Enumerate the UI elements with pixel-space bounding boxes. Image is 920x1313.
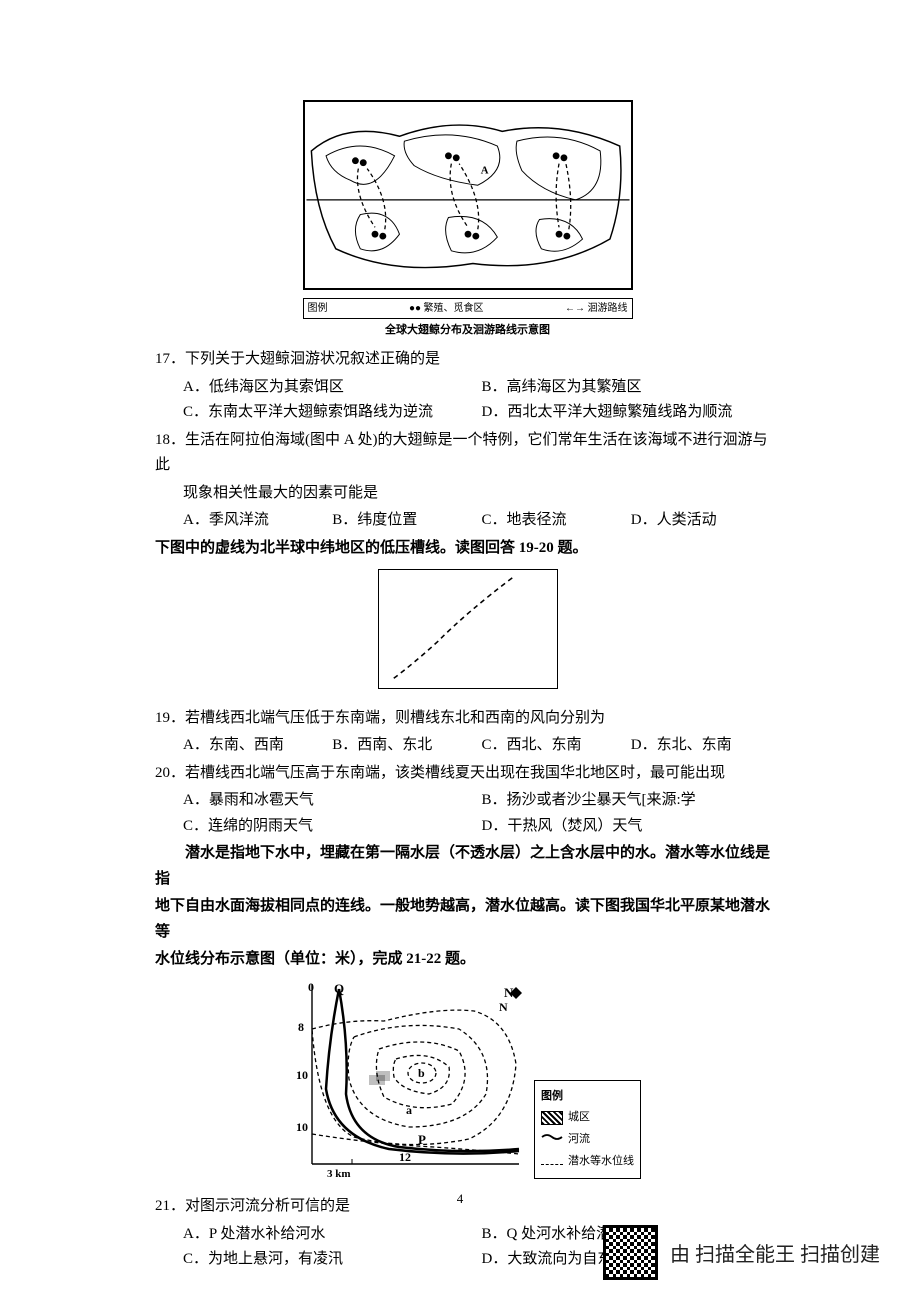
q17-options-row1: A．低纬海区为其索饵区 B．高纬海区为其繁殖区 xyxy=(155,375,780,401)
q17: 17．下列关于大翅鲸洄游状况叙述正确的是 xyxy=(155,347,780,373)
svg-text:10: 10 xyxy=(296,1068,308,1082)
svg-text:3 km: 3 km xyxy=(327,1168,351,1179)
q17-optB: B．高纬海区为其繁殖区 xyxy=(482,375,781,401)
legend-item-route: ←→ 洄游路线 xyxy=(565,300,628,317)
world-map-figure: A 图例 ●● 繁殖、觅食区 ←→ 洄游路线 全球大翅鲸分布及洄游路线示意图 xyxy=(155,100,780,339)
q18-optB: B．纬度位置 xyxy=(332,508,481,534)
svg-text:10: 10 xyxy=(296,1120,308,1134)
contour-line-icon xyxy=(541,1164,563,1165)
q18-stem1: 生活在阿拉伯海域(图中 A 处)的大翅鲸是一个特例，它们常年生活在该海域不进行洄… xyxy=(155,432,768,474)
q19-options: A．东南、西南 B．西南、东北 C．西北、东南 D．东北、东南 xyxy=(155,733,780,759)
q20-optD: D．干热风（焚风）天气 xyxy=(482,814,781,840)
q18-stem2: 现象相关性最大的因素可能是 xyxy=(155,481,780,507)
legend-city: 城区 xyxy=(568,1108,590,1128)
river-icon xyxy=(541,1130,563,1150)
q20-options-row2: C．连绵的阴雨天气 D．干热风（焚风）天气 xyxy=(155,814,780,840)
q18-optA: A．季风洋流 xyxy=(183,508,332,534)
world-map: A xyxy=(303,100,633,290)
page-number: 4 xyxy=(0,1191,920,1207)
q18-options: A．季风洋流 B．纬度位置 C．地表径流 D．人类活动 xyxy=(155,508,780,534)
map-caption: 全球大翅鲸分布及洄游路线示意图 xyxy=(155,321,780,340)
q18-optC: C．地表径流 xyxy=(482,508,631,534)
q17-options-row2: C．东南太平洋大翅鲸索饵路线为逆流 D．西北太平洋大翅鲸繁殖线路为顺流 xyxy=(155,400,780,426)
q17-optD: D．西北太平洋大翅鲸繁殖线路为顺流 xyxy=(482,400,781,426)
q17-optA: A．低纬海区为其索饵区 xyxy=(183,375,482,401)
footer-text: 由 扫描全能王 扫描创建 xyxy=(670,1238,880,1267)
q20-optB: B．扬沙或者沙尘暴天气[来源:学 xyxy=(482,788,781,814)
legend-title: 图例 xyxy=(541,1087,634,1107)
map-legend: 图例 ●● 繁殖、觅食区 ←→ 洄游路线 xyxy=(303,298,633,319)
q18-optD: D．人类活动 xyxy=(631,508,780,534)
q20-options-row1: A．暴雨和冰雹天气 B．扬沙或者沙尘暴天气[来源:学 xyxy=(155,788,780,814)
q19-optC: C．西北、东南 xyxy=(482,733,631,759)
svg-text:8: 8 xyxy=(298,1020,304,1034)
intro-21-l3: 水位线分布示意图（单位：米），完成 21-22 题。 xyxy=(155,947,780,973)
q19-num: 19． xyxy=(155,710,185,726)
q17-optC: C．东南太平洋大翅鲸索饵路线为逆流 xyxy=(183,400,482,426)
q18: 18．生活在阿拉伯海域(图中 A 处)的大翅鲸是一个特例，它们常年生活在该海域不… xyxy=(155,428,780,479)
footer: 由 扫描全能王 扫描创建 xyxy=(603,1225,880,1280)
intro-19-20: 下图中的虚线为北半球中纬地区的低压槽线。读图回答 19-20 题。 xyxy=(155,536,780,562)
svg-text:P: P xyxy=(418,1132,426,1147)
q21-optC: C．为地上悬河，有凌汛 xyxy=(183,1247,482,1273)
q20-stem: 若槽线西北端气压高于东南端，该类槽线夏天出现在我国华北地区时，最可能出现 xyxy=(185,765,725,781)
q18-num: 18． xyxy=(155,432,185,448)
city-icon xyxy=(541,1111,563,1125)
contour-figure: 0 3 km Q N P a xyxy=(155,979,780,1189)
intro-21-l1: 潜水是指地下水中，埋藏在第一隔水层（不透水层）之上含水层中的水。潜水等水位线是指 xyxy=(155,841,780,892)
q19-optA: A．东南、西南 xyxy=(183,733,332,759)
q19: 19．若槽线西北端气压低于东南端，则槽线东北和西南的风向分别为 xyxy=(155,706,780,732)
legend-line: 潜水等水位线 xyxy=(568,1152,634,1172)
svg-text:A: A xyxy=(480,164,488,176)
q19-optD: D．东北、东南 xyxy=(631,733,780,759)
intro-21-l2: 地下自由水面海拔相同点的连线。一般地势越高，潜水位越高。读下图我国华北平原某地潜… xyxy=(155,894,780,945)
q20-num: 20． xyxy=(155,765,185,781)
legend-river: 河流 xyxy=(568,1130,590,1150)
qr-code-icon xyxy=(603,1225,658,1280)
svg-text:b: b xyxy=(418,1066,425,1080)
q17-num: 17． xyxy=(155,351,185,367)
q19-stem: 若槽线西北端气压低于东南端，则槽线东北和西南的风向分别为 xyxy=(185,710,605,726)
q20-optA: A．暴雨和冰雹天气 xyxy=(183,788,482,814)
svg-text:a: a xyxy=(406,1103,412,1117)
svg-text:0: 0 xyxy=(308,980,314,994)
legend-item-breeding: ●● 繁殖、觅食区 xyxy=(409,300,484,317)
svg-text:Q: Q xyxy=(334,981,344,996)
legend-label: 图例 xyxy=(308,300,328,317)
q19-optB: B．西南、东北 xyxy=(332,733,481,759)
q21-optA: A．P 处潜水补给河水 xyxy=(183,1222,482,1248)
q20: 20．若槽线西北端气压高于东南端，该类槽线夏天出现在我国华北地区时，最可能出现 xyxy=(155,761,780,787)
q20-optC: C．连绵的阴雨天气 xyxy=(183,814,482,840)
contour-legend: 图例 城区 河流 潜水等水位线 xyxy=(534,1080,641,1179)
svg-text:N: N xyxy=(499,1000,508,1014)
svg-text:12: 12 xyxy=(399,1150,411,1164)
q17-stem: 下列关于大翅鲸洄游状况叙述正确的是 xyxy=(185,351,440,367)
trough-figure xyxy=(155,563,780,698)
